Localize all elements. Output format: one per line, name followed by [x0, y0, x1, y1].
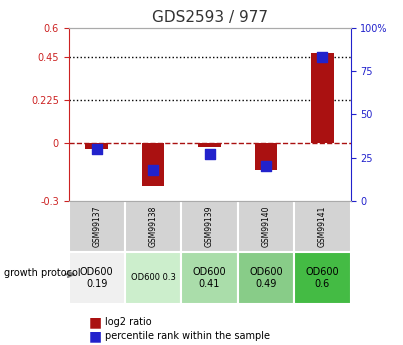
Text: growth protocol: growth protocol	[4, 268, 81, 277]
Text: GSM99137: GSM99137	[92, 206, 101, 247]
Point	[150, 167, 156, 172]
Text: percentile rank within the sample: percentile rank within the sample	[105, 331, 270, 341]
Text: OD600
0.6: OD600 0.6	[305, 267, 339, 289]
FancyBboxPatch shape	[125, 201, 181, 252]
Text: GSM99138: GSM99138	[149, 206, 158, 247]
Point	[206, 151, 213, 157]
Text: GSM99141: GSM99141	[318, 206, 327, 247]
Title: GDS2593 / 977: GDS2593 / 977	[152, 10, 268, 25]
Bar	[255, 143, 277, 170]
Bar	[142, 143, 164, 186]
Text: OD600
0.49: OD600 0.49	[249, 267, 283, 289]
FancyBboxPatch shape	[238, 201, 294, 252]
FancyBboxPatch shape	[294, 201, 351, 252]
Point	[93, 146, 100, 152]
FancyBboxPatch shape	[69, 252, 125, 304]
Text: ■: ■	[89, 329, 102, 343]
Text: OD600
0.41: OD600 0.41	[193, 267, 226, 289]
Text: ■: ■	[89, 315, 102, 329]
Text: OD600
0.19: OD600 0.19	[80, 267, 114, 289]
Bar	[85, 143, 108, 149]
FancyBboxPatch shape	[238, 252, 294, 304]
Point	[319, 54, 326, 60]
FancyBboxPatch shape	[181, 201, 238, 252]
FancyBboxPatch shape	[125, 252, 181, 304]
Text: GSM99139: GSM99139	[205, 206, 214, 247]
FancyBboxPatch shape	[294, 252, 351, 304]
FancyBboxPatch shape	[181, 252, 238, 304]
FancyBboxPatch shape	[69, 201, 125, 252]
Text: OD600 0.3: OD600 0.3	[131, 274, 176, 283]
Bar	[311, 53, 334, 143]
Text: GSM99140: GSM99140	[262, 206, 270, 247]
Text: log2 ratio: log2 ratio	[105, 317, 152, 327]
Point	[263, 164, 269, 169]
Bar	[198, 143, 221, 147]
